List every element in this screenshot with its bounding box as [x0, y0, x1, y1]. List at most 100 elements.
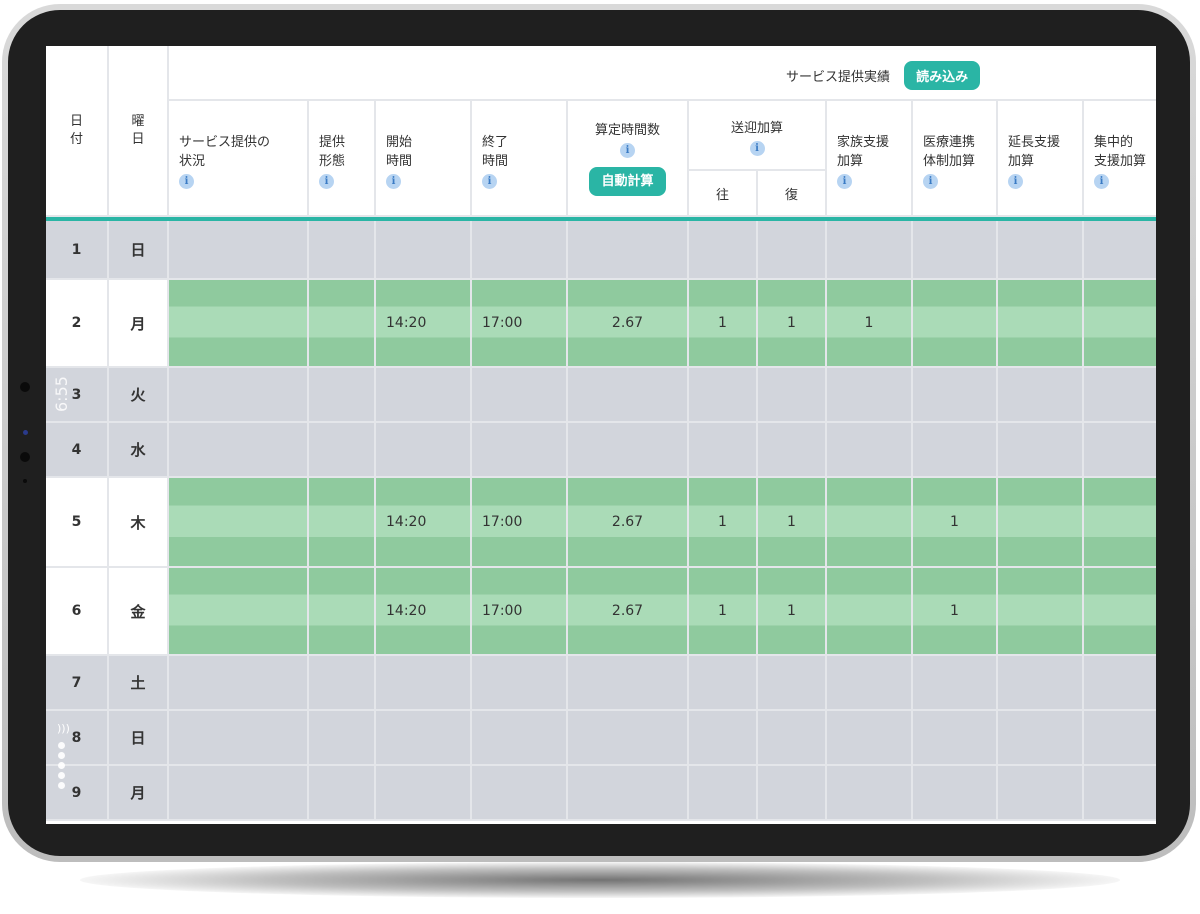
extension-cell[interactable]	[997, 367, 1084, 423]
start-time-cell[interactable]: 14:20	[375, 477, 472, 568]
form-cell[interactable]	[308, 279, 376, 368]
status-cell[interactable]	[168, 765, 309, 821]
medical-cell[interactable]	[912, 765, 998, 821]
intensive-cell[interactable]	[1083, 765, 1156, 821]
medical-cell[interactable]	[912, 655, 998, 711]
form-cell[interactable]	[308, 422, 376, 478]
hours-cell[interactable]	[567, 765, 689, 821]
info-icon[interactable]: i	[1008, 174, 1023, 189]
extension-cell[interactable]	[997, 477, 1084, 568]
family-support-cell[interactable]	[826, 567, 913, 656]
end-time-cell[interactable]: 17:00	[471, 567, 568, 656]
status-cell[interactable]	[168, 477, 309, 568]
extension-cell[interactable]	[997, 422, 1084, 478]
intensive-cell[interactable]	[1083, 221, 1156, 280]
transport-out-cell[interactable]	[688, 655, 758, 711]
intensive-cell[interactable]	[1083, 567, 1156, 656]
hours-cell[interactable]	[567, 655, 689, 711]
info-icon[interactable]: i	[923, 174, 938, 189]
medical-cell[interactable]	[912, 279, 998, 368]
transport-back-cell[interactable]	[757, 765, 827, 821]
hours-cell[interactable]: 2.67	[567, 279, 689, 368]
medical-cell[interactable]	[912, 422, 998, 478]
end-time-cell[interactable]	[471, 655, 568, 711]
transport-out-cell[interactable]	[688, 367, 758, 423]
transport-out-cell[interactable]	[688, 422, 758, 478]
info-icon[interactable]: i	[1094, 174, 1109, 189]
extension-cell[interactable]	[997, 655, 1084, 711]
start-time-cell[interactable]	[375, 655, 472, 711]
info-icon[interactable]: i	[179, 174, 194, 189]
info-icon[interactable]: i	[482, 174, 497, 189]
extension-cell[interactable]	[997, 567, 1084, 656]
start-time-cell[interactable]	[375, 765, 472, 821]
family-support-cell[interactable]	[826, 221, 913, 280]
transport-out-cell[interactable]	[688, 765, 758, 821]
start-time-cell[interactable]	[375, 710, 472, 766]
intensive-cell[interactable]	[1083, 422, 1156, 478]
auto-calc-button[interactable]: 自動計算	[589, 167, 666, 196]
extension-cell[interactable]	[997, 765, 1084, 821]
family-support-cell[interactable]	[826, 477, 913, 568]
end-time-cell[interactable]: 17:00	[471, 477, 568, 568]
start-time-cell[interactable]	[375, 221, 472, 280]
load-button[interactable]: 読み込み	[904, 61, 981, 90]
medical-cell[interactable]: 1	[912, 477, 998, 568]
medical-cell[interactable]	[912, 367, 998, 423]
start-time-cell[interactable]	[375, 422, 472, 478]
end-time-cell[interactable]	[471, 422, 568, 478]
start-time-cell[interactable]: 14:20	[375, 567, 472, 656]
hours-cell[interactable]	[567, 367, 689, 423]
transport-back-cell[interactable]: 1	[757, 567, 827, 656]
medical-cell[interactable]: 1	[912, 567, 998, 656]
info-icon[interactable]: i	[620, 143, 635, 158]
form-cell[interactable]	[308, 367, 376, 423]
info-icon[interactable]: i	[837, 174, 852, 189]
status-cell[interactable]	[168, 567, 309, 656]
family-support-cell[interactable]	[826, 367, 913, 423]
transport-out-cell[interactable]	[688, 710, 758, 766]
extension-cell[interactable]	[997, 279, 1084, 368]
intensive-cell[interactable]	[1083, 367, 1156, 423]
end-time-cell[interactable]	[471, 221, 568, 280]
table-row[interactable]: 2 月 14:20 17:00 2.67 1 1 1	[46, 279, 1156, 368]
end-time-cell[interactable]: 17:00	[471, 279, 568, 368]
transport-back-cell[interactable]: 1	[757, 477, 827, 568]
intensive-cell[interactable]	[1083, 655, 1156, 711]
status-cell[interactable]	[168, 655, 309, 711]
status-cell[interactable]	[168, 221, 309, 280]
form-cell[interactable]	[308, 710, 376, 766]
hours-cell[interactable]	[567, 422, 689, 478]
intensive-cell[interactable]	[1083, 477, 1156, 568]
info-icon[interactable]: i	[749, 141, 765, 156]
transport-back-cell[interactable]	[757, 221, 827, 280]
info-icon[interactable]: i	[386, 174, 401, 189]
transport-back-cell[interactable]	[757, 710, 827, 766]
status-cell[interactable]	[168, 710, 309, 766]
info-icon[interactable]: i	[319, 174, 334, 189]
status-cell[interactable]	[168, 367, 309, 423]
transport-out-cell[interactable]: 1	[688, 567, 758, 656]
family-support-cell[interactable]	[826, 710, 913, 766]
intensive-cell[interactable]	[1083, 279, 1156, 368]
end-time-cell[interactable]	[471, 367, 568, 423]
form-cell[interactable]	[308, 567, 376, 656]
extension-cell[interactable]	[997, 710, 1084, 766]
medical-cell[interactable]	[912, 710, 998, 766]
table-row[interactable]: 6 金 14:20 17:00 2.67 1 1 1	[46, 567, 1156, 656]
table-row[interactable]: 5 木 14:20 17:00 2.67 1 1 1	[46, 477, 1156, 568]
family-support-cell[interactable]	[826, 765, 913, 821]
transport-back-cell[interactable]	[757, 367, 827, 423]
family-support-cell[interactable]: 1	[826, 279, 913, 368]
transport-back-cell[interactable]	[757, 655, 827, 711]
hours-cell[interactable]	[567, 221, 689, 280]
form-cell[interactable]	[308, 655, 376, 711]
transport-back-cell[interactable]	[757, 422, 827, 478]
hours-cell[interactable]: 2.67	[567, 477, 689, 568]
extension-cell[interactable]	[997, 221, 1084, 280]
family-support-cell[interactable]	[826, 422, 913, 478]
